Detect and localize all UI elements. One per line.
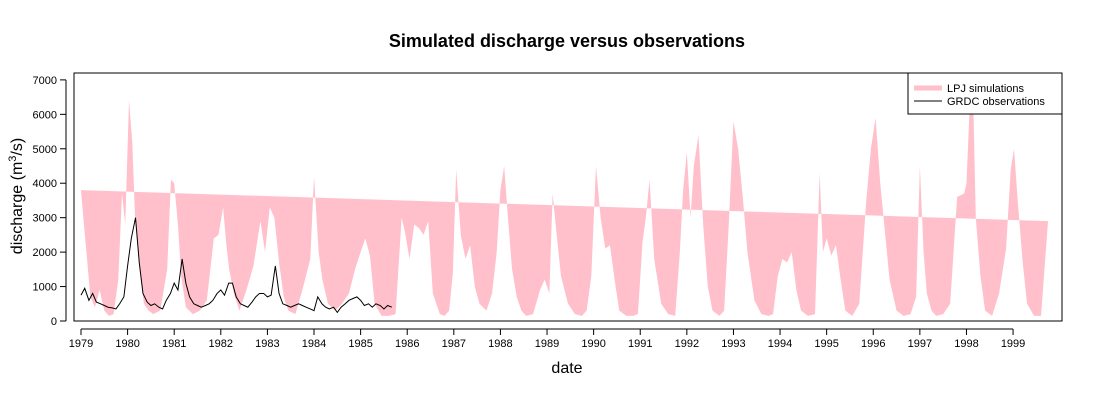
x-axis: 1979 1980 1981 1982 1983 1984 1985 1986 1987 1988… (69, 328, 1025, 350)
series-lpj-simulations (80, 73, 1049, 316)
x-tick-label: 1986 (395, 338, 419, 350)
y-tick-label: 1000 (33, 282, 57, 294)
chart-title: Simulated discharge versus observations (389, 31, 745, 51)
y-tick-label: 2000 (33, 247, 57, 259)
y-tick-label: 0 (51, 316, 57, 328)
x-tick-label: 1992 (675, 338, 699, 350)
y-axis-label-tail: /s) (9, 138, 26, 156)
x-tick-label: 1996 (861, 338, 885, 350)
x-tick-label: 1993 (721, 338, 745, 350)
y-axis-label: discharge (m3/s) (7, 138, 26, 254)
legend-label-observations: GRDC observations (947, 96, 1045, 108)
x-tick-label: 1985 (348, 338, 372, 350)
x-tick-label: 1988 (488, 338, 512, 350)
y-tick-label: 7000 (33, 75, 57, 87)
y-tick-label: 4000 (33, 178, 57, 190)
legend: LPJ simulations GRDC observations (907, 72, 1063, 115)
y-axis-label-main: discharge (m (9, 162, 26, 254)
x-tick-label: 1998 (954, 338, 978, 350)
x-tick-label: 1994 (768, 338, 792, 350)
series-grdc-observations (80, 217, 393, 314)
x-tick-label: 1991 (628, 338, 652, 350)
x-tick-label: 1989 (535, 338, 559, 350)
x-tick-label: 1981 (162, 338, 186, 350)
y-tick-label: 6000 (33, 109, 57, 121)
x-tick-label: 1984 (302, 338, 326, 350)
plot-area (80, 73, 1049, 316)
x-tick-label: 1980 (115, 338, 139, 350)
x-tick-label: 1987 (442, 338, 466, 350)
x-tick-label: 1995 (814, 338, 838, 350)
x-tick-label: 1982 (209, 338, 233, 350)
y-axis: 0 1000 2000 3000 4000 5000 6000 7000 (33, 75, 67, 328)
y-tick-label: 3000 (33, 213, 57, 225)
plot-frame (73, 72, 1063, 322)
y-axis-label-superscript: 3 (7, 156, 19, 162)
x-tick-label: 1997 (908, 338, 932, 350)
legend-label-simulations: LPJ simulations (947, 83, 1025, 95)
x-tick-label: 1979 (69, 338, 93, 350)
x-tick-label: 1999 (1001, 338, 1025, 350)
x-tick-label: 1990 (581, 338, 605, 350)
legend-box (907, 72, 1063, 115)
y-tick-label: 5000 (33, 144, 57, 156)
x-tick-label: 1983 (255, 338, 279, 350)
x-axis-label: date (551, 360, 582, 377)
